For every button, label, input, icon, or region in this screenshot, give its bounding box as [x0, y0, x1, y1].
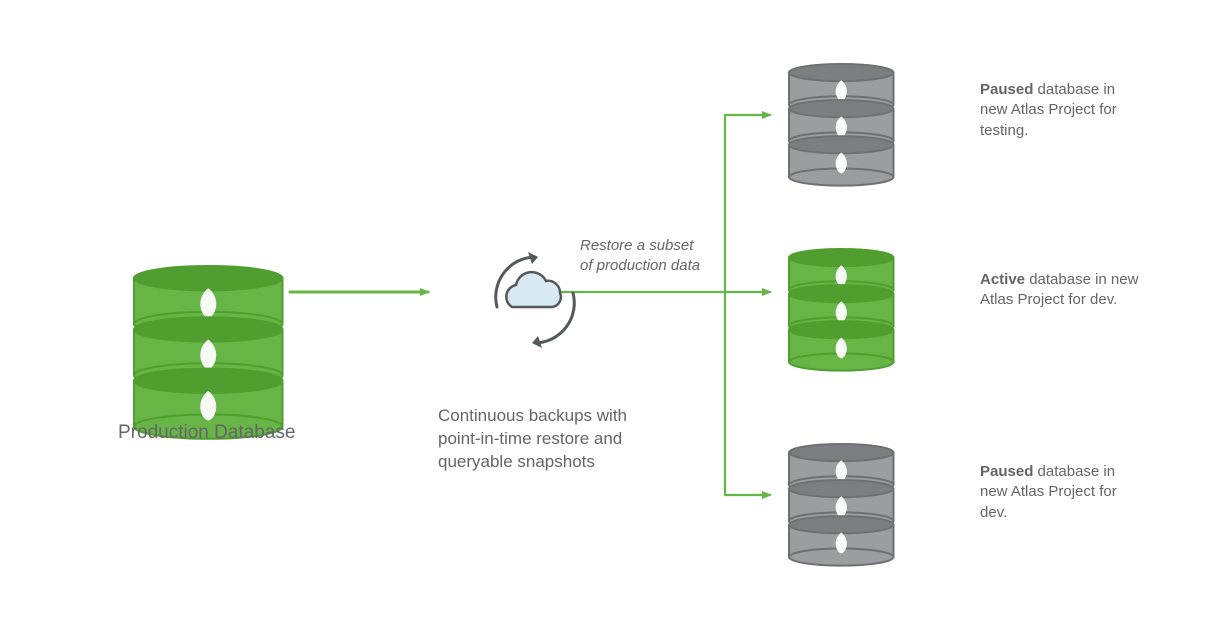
backup-cloud-caption: Continuous backups with point-in-time re… [438, 405, 627, 474]
target-top-bold: Paused [980, 81, 1033, 98]
production-db-icon [130, 262, 287, 443]
backup-cloud-icon [480, 245, 590, 355]
target-mid-desc: Active database in new Atlas Project for… [980, 270, 1140, 311]
target-mid-bold: Active [980, 271, 1025, 288]
target-bot-db-icon [785, 440, 898, 570]
target-mid-db-icon [785, 245, 898, 375]
target-top-db-icon [785, 60, 898, 190]
target-top-desc: Paused database in new Atlas Project for… [980, 80, 1140, 141]
backup-cloud-line3: queryable snapshots [438, 452, 595, 471]
restore-edge-label: Restore a subset of production data [580, 236, 700, 277]
restore-edge-line2: of production data [580, 257, 700, 274]
target-bot-bold: Paused [980, 463, 1033, 480]
target-bot-desc: Paused database in new Atlas Project for… [980, 462, 1140, 523]
restore-edge-line1: Restore a subset [580, 237, 693, 254]
backup-cloud-line2: point-in-time restore and [438, 429, 622, 448]
backup-cloud-line1: Continuous backups with [438, 406, 627, 425]
production-db-caption: Production Database [118, 420, 295, 446]
